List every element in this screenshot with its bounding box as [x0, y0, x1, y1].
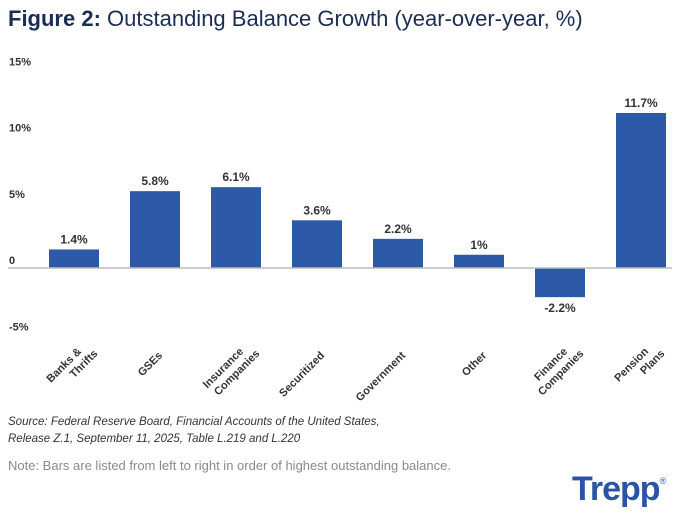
registered-mark: ® [659, 476, 667, 486]
data-label: 3.6% [303, 203, 331, 217]
category-label: FinanceCompanies [527, 339, 587, 399]
trepp-logo: Trepp® [572, 470, 667, 509]
bar-chart: 15% 10% 5% 0 -5% 1.4% Banks &Thrifts 5.8% GSEs 6.… [8, 56, 672, 404]
category-label: InsuranceCompanies [201, 339, 262, 400]
source-line-1: Source: Federal Reserve Board, Financial… [8, 416, 380, 428]
bar [292, 220, 342, 268]
source-note: Source: Federal Reserve Board, Financial… [8, 414, 380, 448]
y-tick-label: 15% [9, 56, 31, 68]
bar [49, 249, 99, 268]
data-label: 1.4% [60, 232, 88, 246]
data-label: 6.1% [222, 170, 250, 184]
category-label: GSEs [136, 350, 165, 379]
category-label: Banks &Thrifts [45, 339, 101, 395]
footnote: Note: Bars are listed from left to right… [8, 458, 451, 473]
category-label-line: Securitized [277, 350, 327, 400]
data-label: 11.7% [624, 96, 658, 110]
bar [130, 191, 180, 268]
y-tick-label: 5% [9, 189, 25, 201]
bar [373, 238, 423, 268]
category-label: Other [460, 349, 490, 379]
y-tick-label: 0 [9, 255, 15, 267]
bar [535, 268, 585, 298]
data-label: 1% [470, 238, 488, 252]
title-text: Outstanding Balance Growth (year-over-ye… [107, 6, 583, 31]
category-label-line: Other [460, 349, 490, 379]
chart-title: Figure 2: Outstanding Balance Growth (ye… [8, 6, 583, 32]
logo-text: Trepp [572, 470, 661, 508]
data-label: 5.8% [141, 174, 169, 188]
bar [211, 187, 261, 268]
category-label: Government [354, 349, 409, 404]
bar [454, 254, 504, 268]
y-tick-label: -5% [9, 321, 29, 333]
data-label: -2.2% [544, 301, 576, 315]
bar [616, 112, 666, 268]
y-tick-label: 10% [9, 123, 31, 135]
source-line-2: Release Z.1, September 11, 2025, Table L… [8, 433, 301, 445]
category-label-line: Government [354, 349, 409, 404]
category-label: Securitized [277, 350, 327, 400]
figure-number: Figure 2: [8, 6, 101, 31]
category-label: PensionPlans [612, 339, 667, 394]
category-label-line: GSEs [136, 350, 165, 379]
data-label: 2.2% [384, 222, 412, 236]
